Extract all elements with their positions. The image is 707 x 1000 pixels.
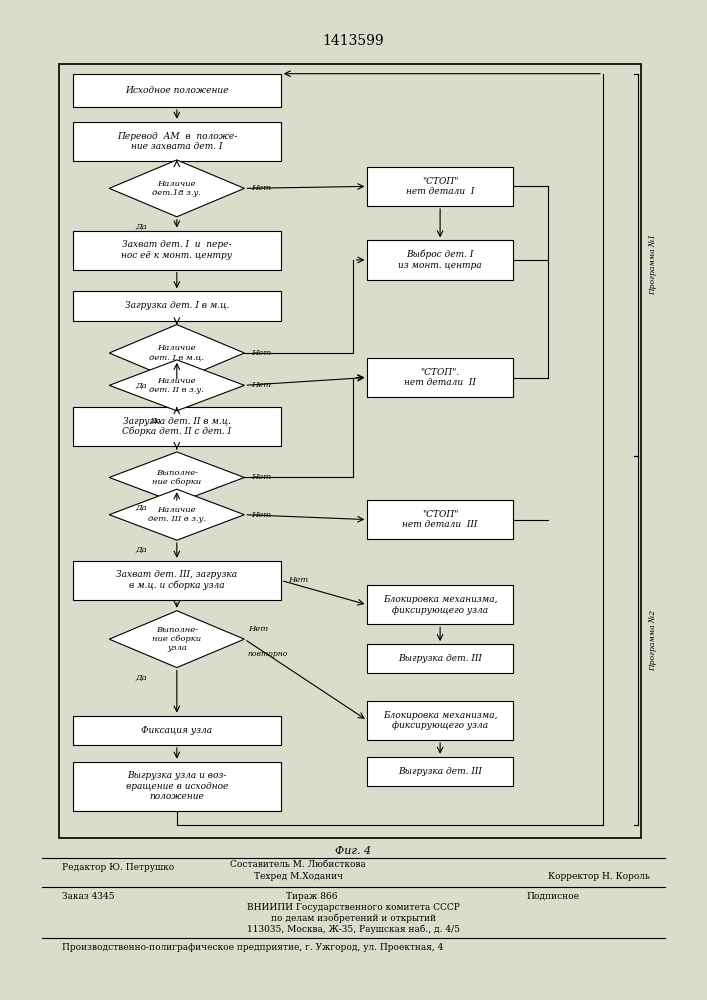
Bar <box>73 561 281 600</box>
Text: Наличие
дет. II в з.у.: Наличие дет. II в з.у. <box>149 377 204 394</box>
Bar <box>59 64 641 838</box>
Text: 113035, Москва, Ж-35, Раушская наб., д. 4/5: 113035, Москва, Ж-35, Раушская наб., д. … <box>247 924 460 934</box>
Text: Дa: Дa <box>149 417 161 425</box>
Bar <box>368 585 513 624</box>
Text: Да: Да <box>135 673 147 681</box>
Bar <box>73 231 281 270</box>
Text: Нет: Нет <box>251 473 271 481</box>
Text: ВНИИПИ Государственного комитета СССР: ВНИИПИ Государственного комитета СССР <box>247 903 460 912</box>
Text: Исходное положение: Исходное положение <box>125 86 228 95</box>
Text: "СТОП"
нет детали  III: "СТОП" нет детали III <box>402 510 478 529</box>
Text: Выполне-
ние сборки: Выполне- ние сборки <box>152 469 201 486</box>
Bar <box>73 407 281 446</box>
Text: Нет: Нет <box>251 184 271 192</box>
Text: Нет: Нет <box>251 349 271 357</box>
Bar <box>73 762 281 811</box>
Text: Да: Да <box>135 223 147 231</box>
Bar <box>368 500 513 539</box>
Text: Выгрузка дет. III: Выгрузка дет. III <box>398 767 482 776</box>
Bar <box>368 701 513 740</box>
Text: Программа №2: Программа №2 <box>649 610 657 671</box>
Text: Наличие
дет.18 з.у.: Наличие дет.18 з.у. <box>152 180 201 197</box>
Bar <box>73 716 281 745</box>
Text: Нет: Нет <box>251 511 271 519</box>
Polygon shape <box>110 360 245 411</box>
Text: Фиксация узла: Фиксация узла <box>141 726 212 735</box>
Text: Программа №1: Программа №1 <box>649 234 657 295</box>
Polygon shape <box>110 160 245 217</box>
Text: Наличие
дет. III в з.у.: Наличие дет. III в з.у. <box>148 506 206 523</box>
Bar <box>73 122 281 161</box>
Text: Выполне-
ние сборки
узла: Выполне- ние сборки узла <box>152 626 201 652</box>
Text: по делам изобретений и открытий: по делам изобретений и открытий <box>271 914 436 923</box>
Bar <box>73 291 281 321</box>
Polygon shape <box>110 489 245 540</box>
Text: Фиг. 4: Фиг. 4 <box>335 846 372 856</box>
Text: Да: Да <box>135 546 147 554</box>
Text: Блокировка механизма,
фиксирующего узла: Блокировка механизма, фиксирующего узла <box>383 711 497 730</box>
Polygon shape <box>110 452 245 503</box>
Text: Да: Да <box>135 504 147 512</box>
Text: Да: Да <box>135 382 147 390</box>
Text: Подписное: Подписное <box>527 892 580 901</box>
Text: Выброс дет. I
из монт. центра: Выброс дет. I из монт. центра <box>398 250 482 270</box>
Text: Захват дет. III, загрузка
в м.ц. и сборка узла: Захват дет. III, загрузка в м.ц. и сборк… <box>116 570 238 590</box>
Text: Захват дет. I  и  пере-
нос её к монт. центру: Захват дет. I и пере- нос её к монт. цен… <box>122 240 233 260</box>
Bar <box>368 757 513 786</box>
Text: Загрузка дет. II в м.ц.
Сборка дет. II с дет. I: Загрузка дет. II в м.ц. Сборка дет. II с… <box>122 416 231 436</box>
Text: Нет: Нет <box>251 381 271 389</box>
Bar <box>73 74 281 107</box>
Bar <box>368 240 513 279</box>
Text: Загрузка дет. I в м.ц.: Загрузка дет. I в м.ц. <box>124 301 229 310</box>
Polygon shape <box>110 325 245 381</box>
Text: Тираж 866: Тираж 866 <box>286 892 338 901</box>
Text: "СТОП".
нет детали  II: "СТОП". нет детали II <box>404 368 476 387</box>
Text: Нет: Нет <box>288 576 308 584</box>
Text: Редактор Ю. Петрушко: Редактор Ю. Петрушко <box>62 863 175 872</box>
Text: Техред М.Ходанич: Техред М.Ходанич <box>254 872 343 881</box>
Bar <box>368 358 513 397</box>
Text: повторно: повторно <box>248 650 288 658</box>
Text: Выгрузка дет. III: Выгрузка дет. III <box>398 654 482 663</box>
Text: Блокировка механизма,
фиксирующего узла: Блокировка механизма, фиксирующего узла <box>383 595 497 615</box>
Text: Составитель М. Любисткова: Составитель М. Любисткова <box>230 860 366 869</box>
Text: Выгрузка узла и воз-
вращение в исходное
положение: Выгрузка узла и воз- вращение в исходное… <box>126 771 228 801</box>
Text: Наличие
дет. I в м.ц.: Наличие дет. I в м.ц. <box>149 344 204 362</box>
Text: Производственно-полиграфическое предприятие, г. Ужгород, ул. Проектная, 4: Производственно-полиграфическое предприя… <box>62 943 444 952</box>
Text: Корректор Н. Король: Корректор Н. Король <box>547 872 649 881</box>
Polygon shape <box>110 611 245 668</box>
Text: 1413599: 1413599 <box>322 34 385 48</box>
Bar <box>368 167 513 206</box>
Text: Заказ 4345: Заказ 4345 <box>62 892 115 901</box>
Text: "СТОП"
нет детали  I: "СТОП" нет детали I <box>406 177 474 196</box>
Text: Нет: Нет <box>248 625 268 633</box>
Bar <box>368 644 513 673</box>
Text: Перевод  АМ  в  положе-
ние захвата дет. I: Перевод АМ в положе- ние захвата дет. I <box>117 132 237 151</box>
